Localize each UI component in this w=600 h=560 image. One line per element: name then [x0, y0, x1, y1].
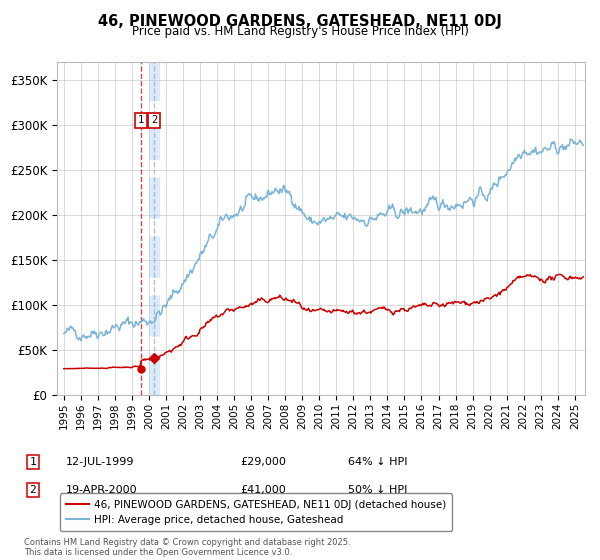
Text: £41,000: £41,000 — [240, 485, 286, 495]
Text: £29,000: £29,000 — [240, 457, 286, 467]
Legend: 46, PINEWOOD GARDENS, GATESHEAD, NE11 0DJ (detached house), HPI: Average price, : 46, PINEWOOD GARDENS, GATESHEAD, NE11 0D… — [59, 493, 452, 531]
Text: 12-JUL-1999: 12-JUL-1999 — [66, 457, 134, 467]
Text: 1: 1 — [138, 115, 144, 125]
Text: 19-APR-2000: 19-APR-2000 — [66, 485, 137, 495]
Text: 1: 1 — [29, 457, 37, 467]
Text: 50% ↓ HPI: 50% ↓ HPI — [348, 485, 407, 495]
Text: 64% ↓ HPI: 64% ↓ HPI — [348, 457, 407, 467]
Text: 2: 2 — [29, 485, 37, 495]
Text: Contains HM Land Registry data © Crown copyright and database right 2025.
This d: Contains HM Land Registry data © Crown c… — [24, 538, 350, 557]
Text: 2: 2 — [151, 115, 157, 125]
Text: 46, PINEWOOD GARDENS, GATESHEAD, NE11 0DJ: 46, PINEWOOD GARDENS, GATESHEAD, NE11 0D… — [98, 14, 502, 29]
Text: Price paid vs. HM Land Registry's House Price Index (HPI): Price paid vs. HM Land Registry's House … — [131, 25, 469, 38]
